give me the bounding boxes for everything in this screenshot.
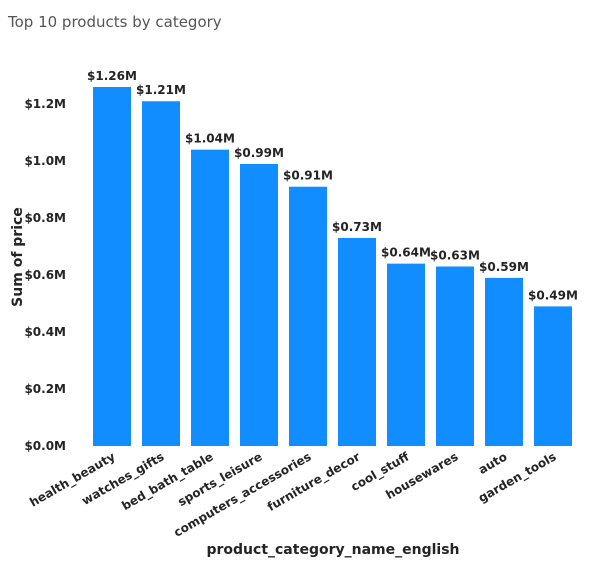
y-tick-label: $1.0M [24,154,66,168]
y-axis: $0.0M $0.2M $0.4M $0.6M $0.8M $1.0M $1.2M [24,97,66,453]
x-tick-label-auto: auto [476,449,510,476]
data-labels: $1.26M$1.21M $1.04M$0.99M $0.91M $0.73M $0.6… [87,69,578,302]
bars [93,87,572,446]
data-label-bed_bath_table: $1.04M [185,132,235,146]
data-label-furniture_decor: $0.73M [332,220,382,234]
y-tick-label: $0.4M [24,325,66,339]
x-tick-label-health_beauty: health_beauty [27,449,118,510]
bar-computers_accessories[interactable] [289,186,327,446]
bar-bed_bath_table[interactable] [191,149,229,446]
data-label-sports_leisure: $0.99M [234,146,284,160]
bar-watches_gifts[interactable] [142,101,180,446]
x-axis: health_beautywatches_giftsbed_bath_table… [27,449,559,540]
y-axis-title: Sum of price [10,207,26,307]
bar-sports_leisure[interactable] [240,163,278,446]
data-label-auto: $0.59M [479,260,529,274]
bar-garden_tools[interactable] [534,306,572,446]
bar-health_beauty[interactable] [93,87,131,446]
bar-housewares[interactable] [436,266,474,447]
data-label-cool_stuff: $0.64M [381,246,431,260]
data-label-computers_accessories: $0.91M [283,169,333,183]
y-tick-label: $1.2M [24,97,66,111]
bar-furniture_decor[interactable] [338,238,376,446]
data-label-watches_gifts: $1.21M [136,83,186,97]
y-tick-label: $0.6M [24,268,66,282]
bar-auto[interactable] [485,277,523,446]
data-label-housewares: $0.63M [430,249,480,263]
data-label-garden_tools: $0.49M [528,288,578,302]
bar-cool_stuff[interactable] [387,263,425,446]
chart-title: Top 10 products by category [8,13,222,31]
data-label-health_beauty: $1.26M [87,69,137,83]
x-axis-title: product_category_name_english [206,542,459,558]
y-tick-label: $0.8M [24,211,66,225]
y-tick-label: $0.0M [24,439,66,453]
y-tick-label: $0.2M [24,382,66,396]
